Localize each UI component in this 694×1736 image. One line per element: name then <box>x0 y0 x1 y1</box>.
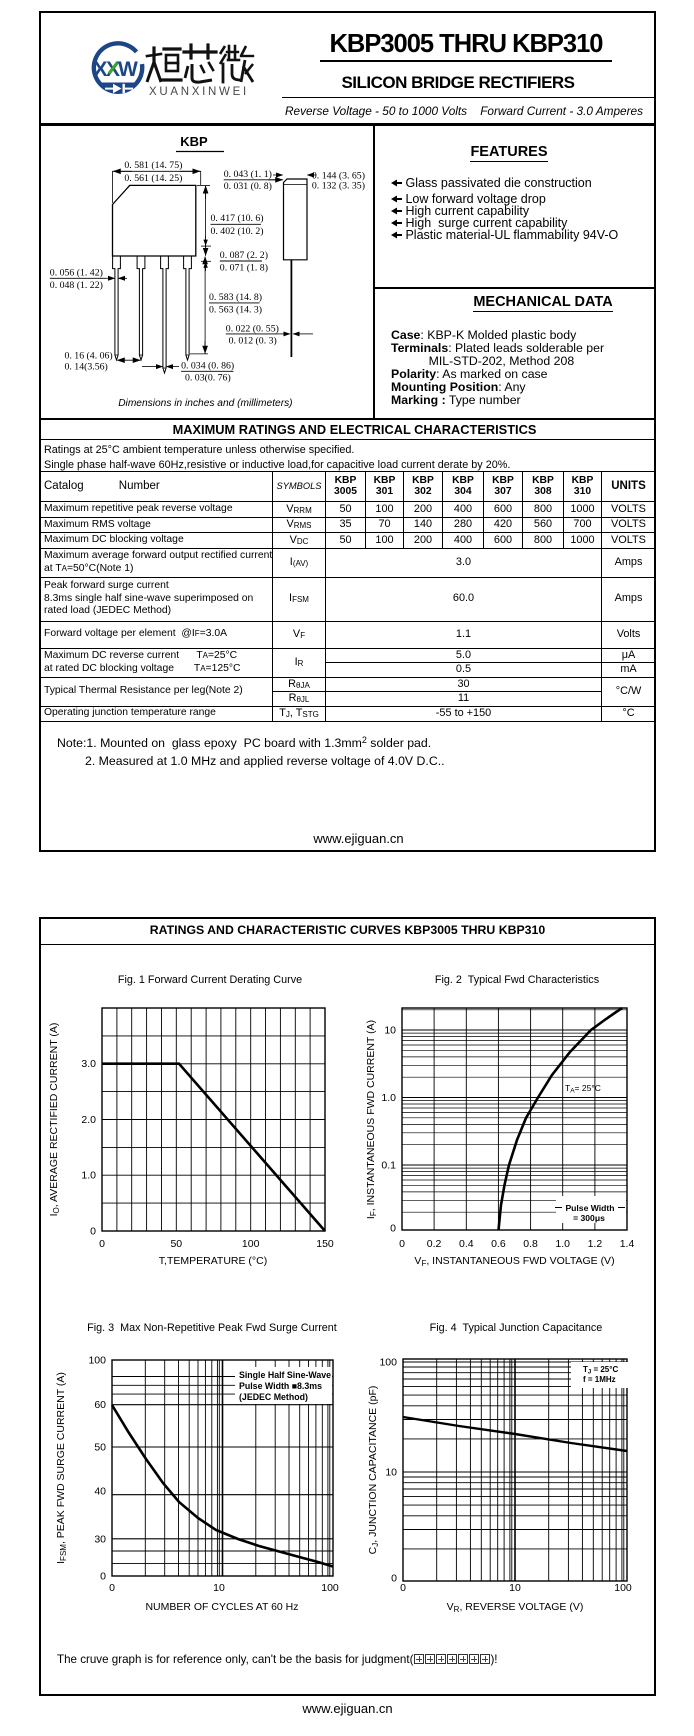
svg-text:3.0: 3.0 <box>81 1058 96 1070</box>
svg-text:TA= 25°C: TA= 25°C <box>565 1083 601 1095</box>
svg-text:0. 056 (1. 42): 0. 056 (1. 42) <box>50 268 103 279</box>
svg-text:60: 60 <box>94 1399 106 1411</box>
svg-text:1.0: 1.0 <box>555 1238 570 1250</box>
svg-text:f = 1MHz: f = 1MHz <box>583 1375 616 1384</box>
svg-text:NUMBER OF CYCLES AT 60 Hz: NUMBER OF CYCLES AT 60 Hz <box>145 1601 298 1613</box>
svg-text:IFSM, PEAK FWD SURGE CURRENT: IFSM, PEAK FWD SURGE CURRENT (A) <box>55 1372 68 1564</box>
svg-text:0. 561 (14. 25): 0. 561 (14. 25) <box>124 173 182 184</box>
svg-text:0. 043 (1. 1): 0. 043 (1. 1) <box>224 169 272 180</box>
svg-text:10: 10 <box>509 1582 521 1594</box>
svg-text:= 300μs: = 300μs <box>573 1213 605 1223</box>
svg-text:100: 100 <box>321 1582 339 1594</box>
svg-text:0. 031 (0. 8): 0. 031 (0. 8) <box>224 181 272 192</box>
svg-text:0: 0 <box>391 1573 397 1585</box>
svg-text:50: 50 <box>94 1442 106 1454</box>
svg-text:10: 10 <box>213 1582 225 1594</box>
svg-text:100: 100 <box>379 1357 397 1369</box>
svg-text:50: 50 <box>170 1238 182 1250</box>
svg-text:0.4: 0.4 <box>459 1238 474 1250</box>
svg-text:0. 417 (10. 6): 0. 417 (10. 6) <box>211 213 264 224</box>
svg-text:0.2: 0.2 <box>427 1238 442 1250</box>
svg-text:(JEDEC Method): (JEDEC Method) <box>239 1392 308 1402</box>
svg-text:0: 0 <box>90 1226 96 1238</box>
svg-text:100: 100 <box>242 1238 260 1250</box>
svg-text:IF, INSTANTANEOUS FWD CURRENT: IF, INSTANTANEOUS FWD CURRENT (A) <box>365 1020 378 1219</box>
svg-text:1.4: 1.4 <box>620 1238 635 1250</box>
svg-text:100: 100 <box>614 1582 632 1594</box>
svg-text:100: 100 <box>88 1355 106 1367</box>
svg-text:0.1: 0.1 <box>381 1160 396 1172</box>
svg-text:30: 30 <box>94 1533 106 1545</box>
svg-text:T,TEMPERATURE (°C): T,TEMPERATURE (°C) <box>159 1255 267 1267</box>
svg-text:2.0: 2.0 <box>81 1114 96 1126</box>
svg-text:0. 048 (1. 22): 0. 048 (1. 22) <box>50 280 103 291</box>
svg-text:Dimensions in inches and (mill: Dimensions in inches and (millimeters) <box>118 398 292 409</box>
svg-text:Single Half Sine-Wave: Single Half Sine-Wave <box>239 1370 331 1380</box>
svg-text:0: 0 <box>109 1582 115 1594</box>
svg-text:0: 0 <box>400 1582 406 1594</box>
svg-text:0: 0 <box>390 1223 396 1235</box>
svg-text:0. 402 (10. 2): 0. 402 (10. 2) <box>211 226 264 237</box>
svg-text:0. 03(0. 76): 0. 03(0. 76) <box>185 373 231 384</box>
svg-text:0.6: 0.6 <box>491 1238 506 1250</box>
svg-text:IO, AVERAGE RECTIFIED CURRENT: IO, AVERAGE RECTIFIED CURRENT (A) <box>48 1023 61 1217</box>
svg-text:0. 012 (0. 3): 0. 012 (0. 3) <box>229 335 277 346</box>
svg-text:XUANXINWEI: XUANXINWEI <box>149 86 249 98</box>
svg-text:X: X <box>94 58 108 81</box>
svg-text:W: W <box>118 58 138 81</box>
svg-text:VF, INSTANTANEOUS FWD VOLTAGE: VF, INSTANTANEOUS FWD VOLTAGE (V) <box>414 1255 614 1268</box>
svg-text:0. 563 (14. 3): 0. 563 (14. 3) <box>209 305 262 316</box>
svg-text:1.2: 1.2 <box>588 1238 603 1250</box>
svg-text:0. 144 (3. 65): 0. 144 (3. 65) <box>312 171 365 182</box>
svg-text:0. 022 (0. 55): 0. 022 (0. 55) <box>226 324 279 335</box>
svg-text:0. 583 (14. 8): 0. 583 (14. 8) <box>209 292 262 303</box>
svg-text:0. 581 (14. 75): 0. 581 (14. 75) <box>124 160 182 171</box>
svg-text:TJ = 25°C: TJ = 25°C <box>583 1365 618 1376</box>
svg-text:10: 10 <box>385 1467 397 1479</box>
svg-text:40: 40 <box>94 1486 106 1498</box>
svg-text:VR, REVERSE VOLTAGE (V): VR, REVERSE VOLTAGE (V) <box>447 1601 584 1614</box>
svg-text:1.0: 1.0 <box>81 1170 96 1182</box>
svg-text:150: 150 <box>316 1238 334 1250</box>
svg-text:CJ, JUNCTION CAPACITANCE (pF): CJ, JUNCTION CAPACITANCE (pF) <box>367 1386 380 1555</box>
svg-text:10: 10 <box>384 1025 396 1037</box>
svg-text:0. 071 (1. 8): 0. 071 (1. 8) <box>220 263 268 274</box>
svg-text:KBP: KBP <box>180 134 208 149</box>
svg-text:0. 034 (0. 86): 0. 034 (0. 86) <box>181 361 234 372</box>
svg-text:0.8: 0.8 <box>523 1238 538 1250</box>
svg-text:0. 16 (4. 06): 0. 16 (4. 06) <box>65 351 113 362</box>
svg-text:Pulse Width: Pulse Width <box>565 1203 614 1213</box>
svg-text:1.0: 1.0 <box>381 1092 396 1104</box>
svg-text:0. 087 (2. 2): 0. 087 (2. 2) <box>220 250 268 261</box>
svg-text:Pulse Width ■8.3ms: Pulse Width ■8.3ms <box>239 1381 322 1391</box>
svg-text:0. 14(3.56): 0. 14(3.56) <box>65 362 108 373</box>
svg-text:0: 0 <box>100 1571 106 1583</box>
svg-text:0: 0 <box>99 1238 105 1250</box>
svg-text:0: 0 <box>399 1238 405 1250</box>
svg-text:0. 132 (3. 35): 0. 132 (3. 35) <box>312 181 365 192</box>
